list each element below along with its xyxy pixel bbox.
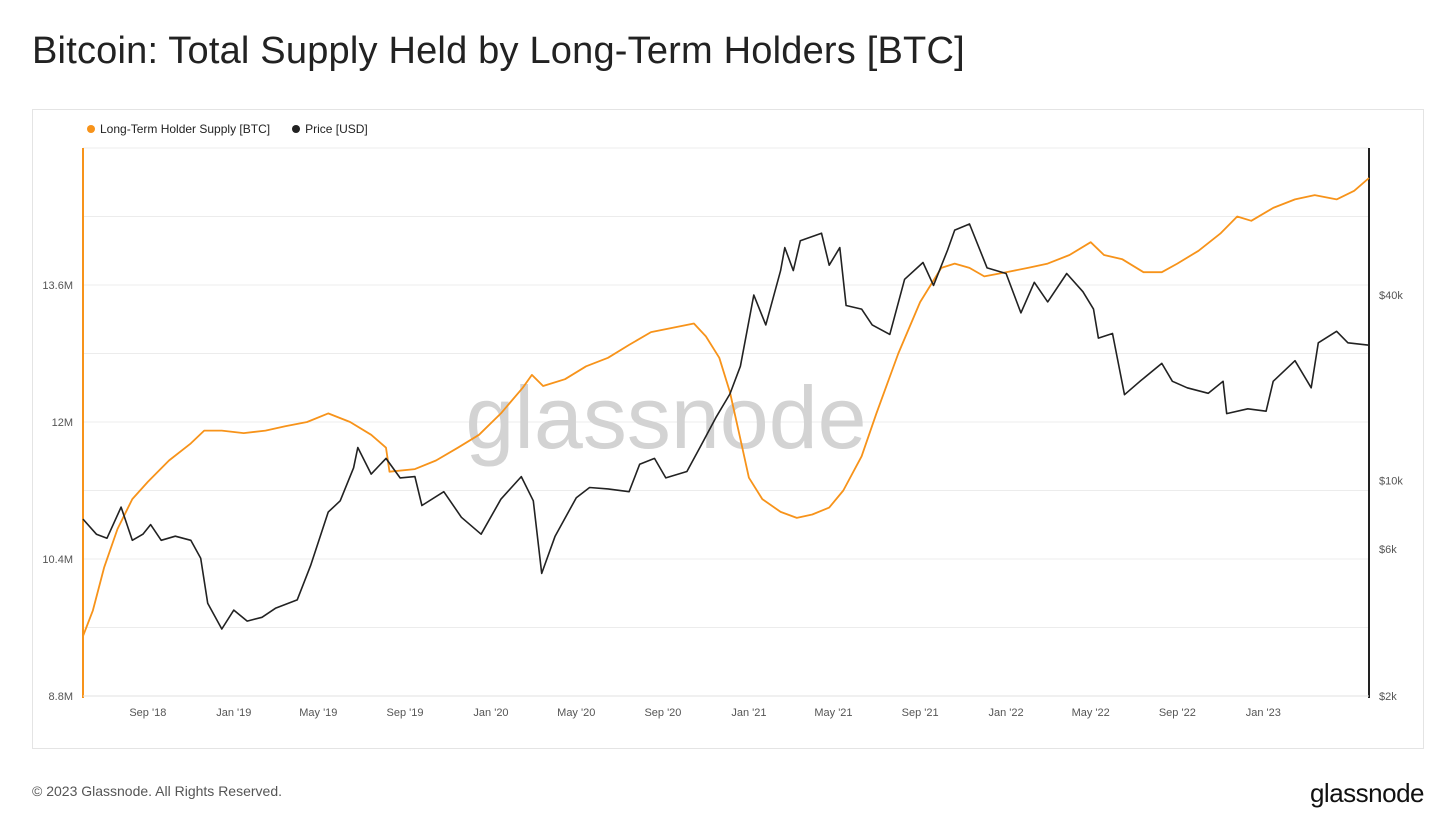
legend-swatch-lth-supply — [87, 125, 95, 133]
x-tick-label: May '19 — [299, 707, 337, 719]
x-tick-label: May '20 — [557, 707, 595, 719]
x-tick-label: Sep '21 — [902, 707, 939, 719]
y-left-tick-label: 10.4M — [42, 554, 73, 566]
x-tick-label: Jan '19 — [216, 707, 251, 719]
x-tick-label: Sep '19 — [387, 707, 424, 719]
x-tick-label: Jan '23 — [1246, 707, 1281, 719]
x-tick-label: Sep '20 — [644, 707, 681, 719]
legend-item-price[interactable]: Price [USD] — [292, 122, 368, 136]
legend-swatch-price — [292, 125, 301, 133]
x-tick-label: Jan '20 — [473, 707, 508, 719]
x-tick-label: May '22 — [1072, 707, 1110, 719]
x-tick-label: Sep '18 — [129, 707, 166, 719]
y-right-tick-label: $2k — [1379, 691, 1397, 703]
legend-label-price: Price [USD] — [305, 122, 368, 136]
chart-plot[interactable]: glassnode 8.8M 10.4M 12M 13.6M $2k $6k $10k $40k… — [33, 110, 1425, 750]
chart-panel: Long-Term Holder Supply [BTC] Price [USD… — [32, 109, 1424, 749]
chart-legend: Long-Term Holder Supply [BTC] Price [USD… — [87, 122, 368, 136]
x-tick-label: Sep '22 — [1159, 707, 1196, 719]
page-title: Bitcoin: Total Supply Held by Long-Term … — [32, 30, 965, 72]
glassnode-logo: glassnode — [1309, 778, 1425, 808]
y-right-tick-label: $10k — [1379, 476, 1403, 488]
series-line-price — [82, 223, 1370, 630]
x-tick-label: Jan '21 — [731, 707, 766, 719]
y-right-tick-label: $6k — [1379, 544, 1397, 556]
legend-label-lth-supply: Long-Term Holder Supply [BTC] — [100, 122, 271, 136]
y-left-tick-label: 8.8M — [49, 691, 73, 703]
copyright-text: © 2023 Glassnode. All Rights Reserved. — [32, 783, 283, 799]
y-right-tick-label: $40k — [1379, 290, 1403, 302]
legend-item-lth-supply[interactable]: Long-Term Holder Supply [BTC] — [87, 122, 270, 136]
y-left-tick-label: 12M — [52, 417, 73, 429]
watermark-text: glassnode — [465, 368, 866, 467]
y-left-tick-label: 13.6M — [42, 280, 73, 292]
x-tick-label: Jan '22 — [989, 707, 1024, 719]
x-tick-label: May '21 — [814, 707, 852, 719]
